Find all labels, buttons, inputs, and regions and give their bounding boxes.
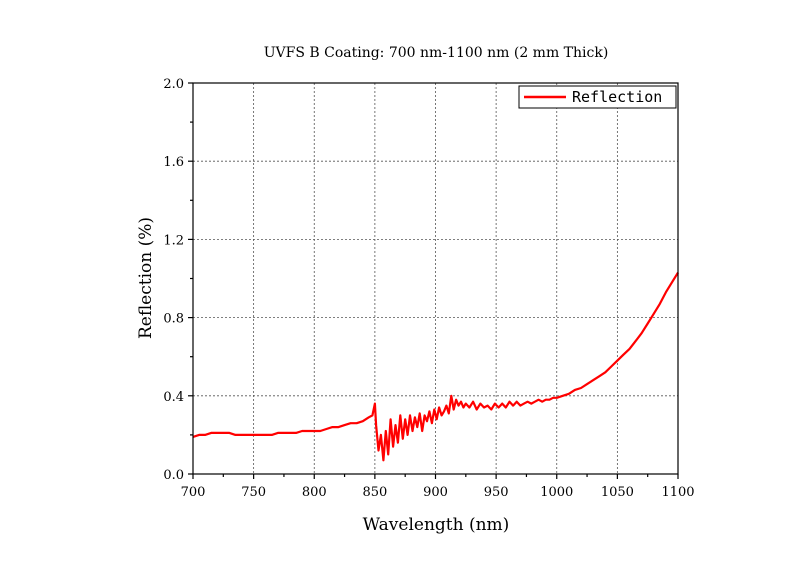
- y-axis-ticks: 0.0 0.4 0.8 1.2 1.6 2.0: [163, 77, 193, 483]
- y-tick-label: 2.0: [163, 77, 184, 92]
- legend: Reflection: [518, 85, 677, 109]
- y-tick-label: 0.4: [163, 390, 184, 405]
- x-tick-label: 750: [241, 485, 266, 500]
- y-axis-label: Reflection (%): [136, 217, 156, 339]
- reflection-series-line: [192, 272, 679, 462]
- chart-title: UVFS B Coating: 700 nm-1100 nm (2 mm Thi…: [264, 45, 609, 61]
- x-tick-label: 1100: [661, 485, 694, 500]
- y-tick-label: 0.8: [163, 312, 184, 327]
- x-tick-label: 900: [423, 485, 448, 500]
- series-group: [192, 272, 679, 462]
- x-axis-ticks: 700 750 800 850 900 950 1000 1050 1100: [181, 474, 695, 500]
- legend-label: Reflection: [572, 88, 662, 106]
- x-tick-label: 1000: [540, 485, 573, 500]
- x-tick-label: 950: [484, 485, 509, 500]
- y-tick-label: 1.2: [163, 233, 184, 248]
- x-tick-label: 850: [362, 485, 387, 500]
- legend-box: [518, 85, 677, 109]
- y-tick-label: 0.0: [163, 468, 184, 483]
- y-tick-label: 1.6: [163, 155, 184, 170]
- grid: [193, 83, 678, 474]
- x-axis-label: Wavelength (nm): [363, 515, 510, 535]
- x-tick-label: 700: [181, 485, 206, 500]
- x-tick-label: 1050: [601, 485, 634, 500]
- x-tick-label: 800: [302, 485, 327, 500]
